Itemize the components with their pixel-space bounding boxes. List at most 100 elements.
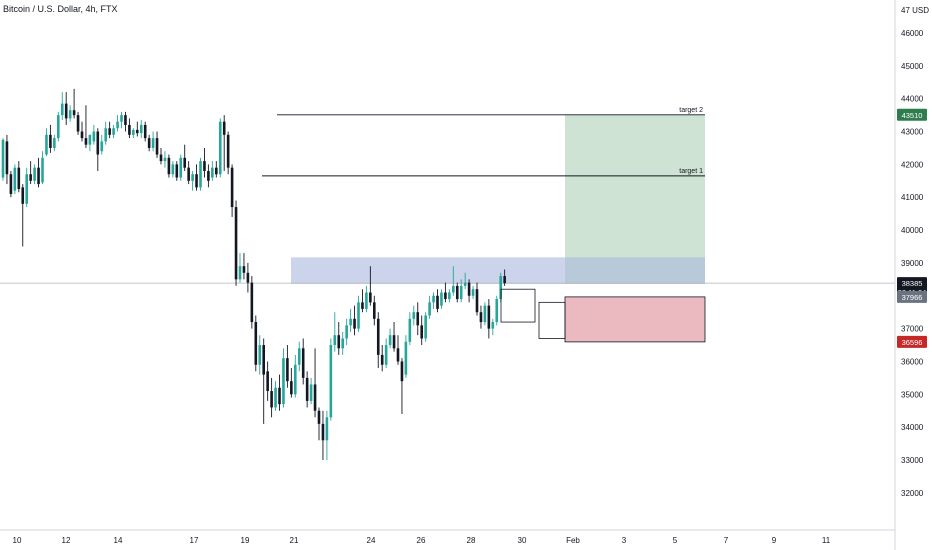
candle-body	[9, 174, 13, 194]
target-label: target 2	[679, 107, 703, 114]
candle-body	[396, 348, 400, 362]
price-badge-label: 38385	[902, 279, 923, 288]
candle-body	[139, 124, 143, 134]
candle-body	[195, 174, 198, 188]
candle-body	[341, 338, 344, 349]
candle-body	[274, 387, 277, 408]
time-tick-label: 5	[673, 536, 678, 545]
candle-body	[147, 138, 151, 148]
candle-body	[132, 129, 135, 135]
candle-body	[365, 292, 368, 309]
candle-body	[41, 157, 44, 183]
price-badge	[897, 290, 927, 303]
candle-body	[143, 124, 147, 139]
price-axis-top-label: 47 USD	[901, 6, 929, 15]
candle-body	[361, 302, 364, 309]
candle-body	[116, 121, 119, 129]
candle-body	[491, 322, 495, 329]
candle-body	[76, 115, 80, 132]
candle-body	[313, 384, 317, 411]
candle-body	[242, 266, 246, 273]
price-badge	[897, 335, 927, 348]
candle-body	[136, 129, 139, 134]
price-badge	[897, 108, 927, 121]
candle-body	[128, 124, 131, 135]
time-tick-label: 3	[622, 536, 627, 545]
candle-body	[297, 348, 301, 365]
candle-body	[49, 134, 52, 148]
price-tick-label: 39000	[901, 259, 924, 268]
price-tick-label: 45000	[901, 62, 924, 71]
time-tick-label: 12	[62, 536, 71, 545]
candle-body	[345, 325, 348, 339]
candle-body	[155, 138, 159, 155]
price-badges-layer: 435103838503:11:043796636596	[897, 108, 927, 348]
time-tick-label: 9	[772, 536, 777, 545]
candle-body	[416, 312, 420, 326]
time-tick-label: 21	[290, 536, 299, 545]
candle-body	[463, 282, 467, 286]
time-tick-label: 26	[417, 536, 426, 545]
candle-body	[349, 318, 352, 326]
candle-body	[254, 322, 258, 365]
candle-body	[1, 139, 5, 178]
candle-body	[68, 110, 72, 119]
candle-body	[432, 295, 435, 303]
candle-body	[455, 285, 459, 300]
candle-body	[388, 335, 392, 346]
price-badge-label: 37966	[902, 293, 923, 302]
candle-body	[25, 174, 28, 204]
annotation-lines-layer: target 2 target 1	[0, 107, 895, 284]
price-tick-label: 32000	[901, 489, 924, 498]
time-tick-label: 11	[822, 536, 831, 545]
price-tick-label: 36000	[901, 357, 924, 366]
candle-body	[483, 305, 487, 323]
candle-body	[72, 110, 76, 116]
candle-body	[459, 285, 463, 300]
candle-body	[301, 348, 305, 378]
stop-zone	[564, 296, 706, 343]
candle-body	[53, 138, 56, 148]
price-tick-label: 42000	[901, 160, 924, 169]
time-tick-label: 28	[467, 536, 476, 545]
price-tick-label: 46000	[901, 29, 924, 38]
candle-body	[452, 285, 455, 293]
candle-body	[159, 154, 163, 162]
candle-body	[250, 282, 254, 323]
candle-body	[120, 115, 123, 122]
candle-body	[230, 167, 234, 208]
price-tick-label: 44000	[901, 95, 924, 104]
candle-body	[13, 167, 17, 191]
candle-body	[503, 276, 506, 284]
candle-body	[436, 295, 439, 309]
candle-body	[84, 138, 88, 145]
candle-body	[329, 345, 333, 418]
candle-body	[33, 167, 36, 181]
price-badge-label: 36596	[902, 338, 923, 347]
candle-body	[203, 161, 206, 171]
candles-layer	[1, 88, 506, 461]
candle-body	[96, 131, 100, 155]
candle-body	[321, 423, 325, 441]
candle-body	[29, 174, 32, 181]
time-axis: 10 12 14 17 19 21 24 26 28 30 Feb 3 5 7 9 11	[0, 529, 895, 545]
candle-body	[278, 387, 281, 405]
time-tick-label: 17	[190, 536, 199, 545]
candle-body	[222, 121, 226, 135]
time-tick-label: 14	[114, 536, 123, 545]
candle-body	[448, 292, 451, 300]
candle-body	[424, 315, 427, 339]
candle-body	[286, 358, 289, 382]
candle-body	[167, 157, 171, 175]
candle-body	[305, 377, 309, 401]
candle-body	[373, 302, 376, 319]
candle-body	[88, 134, 92, 145]
time-tick-label: 19	[241, 536, 250, 545]
candle-body	[218, 121, 222, 175]
zones-layer	[291, 114, 706, 343]
candle-body	[467, 282, 471, 296]
candle-body	[5, 141, 9, 175]
candle-body	[408, 318, 412, 342]
candle-body	[392, 335, 396, 349]
